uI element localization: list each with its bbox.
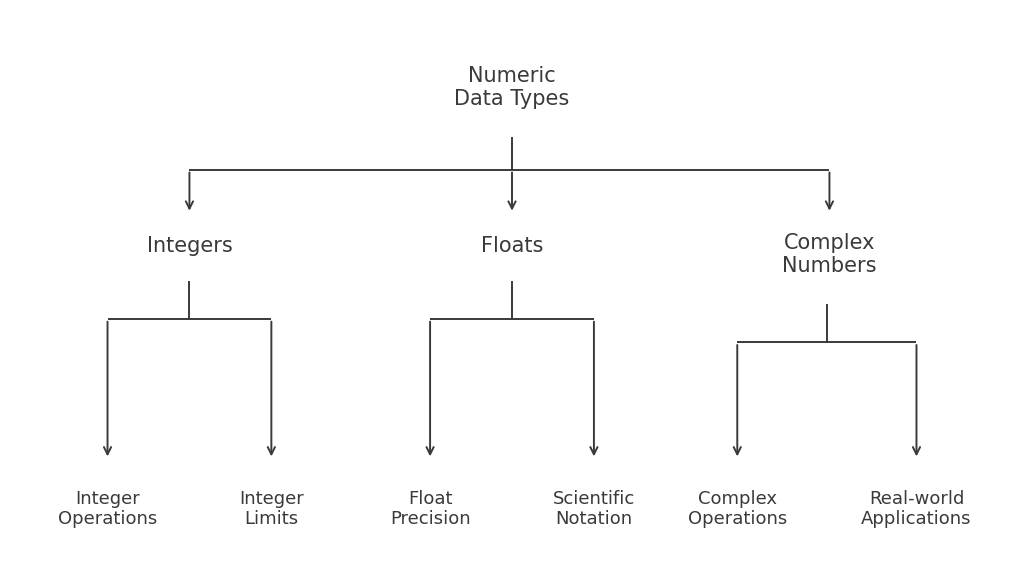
Text: Integer
Operations: Integer Operations xyxy=(58,490,157,528)
Text: Float
Precision: Float Precision xyxy=(390,490,470,528)
Text: Floats: Floats xyxy=(481,236,543,256)
Text: Numeric
Data Types: Numeric Data Types xyxy=(455,66,569,109)
Text: Complex
Numbers: Complex Numbers xyxy=(782,233,877,276)
Text: Integer
Limits: Integer Limits xyxy=(239,490,304,528)
Text: Integers: Integers xyxy=(146,236,232,256)
Text: Complex
Operations: Complex Operations xyxy=(688,490,786,528)
Text: Real-world
Applications: Real-world Applications xyxy=(861,490,972,528)
Text: Scientific
Notation: Scientific Notation xyxy=(553,490,635,528)
